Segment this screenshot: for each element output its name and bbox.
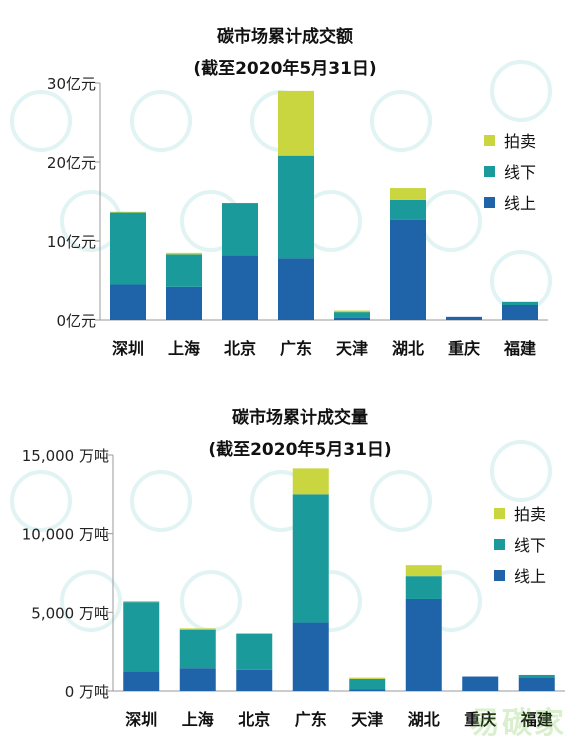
bar-segment-线下 <box>405 576 442 599</box>
bar-segment-线下 <box>349 678 386 690</box>
x-tick-label: 广东 <box>280 339 312 358</box>
y-tick-label: 0亿元 <box>56 312 96 330</box>
bar-segment-线上 <box>446 316 482 320</box>
bar-segment-拍卖 <box>123 601 160 603</box>
bar-segment-线下 <box>334 312 370 318</box>
bar-segment-线下 <box>502 301 538 305</box>
y-tick-label: 15,000 万吨 <box>22 447 109 465</box>
legend-label: 线上 <box>514 567 546 586</box>
bar-segment-线下 <box>518 674 555 678</box>
x-tick-label: 北京 <box>238 710 270 729</box>
chart-subtitle: (截至2020年5月31日) <box>208 439 391 460</box>
y-tick-label: 0 万吨 <box>65 683 109 701</box>
bar-segment-线上 <box>179 668 216 691</box>
bar-segment-线上 <box>334 317 370 320</box>
legend-label: 线上 <box>504 194 536 213</box>
watermark-logo: 易碳家 <box>470 706 566 741</box>
legend-swatch <box>484 135 495 146</box>
x-tick-label: 深圳 <box>125 710 157 729</box>
bar-segment-线下 <box>222 203 258 256</box>
bar-segment-线上 <box>236 669 273 691</box>
x-tick-label: 上海 <box>182 710 214 729</box>
y-tick-label: 10,000 万吨 <box>22 526 109 544</box>
x-tick-label: 天津 <box>351 710 383 729</box>
x-tick-label: 上海 <box>168 339 200 358</box>
chart-volume: 碳市场累计成交量 (截至2020年5月31日) 0 万吨 5,000 万吨 10,000… <box>0 385 572 750</box>
legend-label: 拍卖 <box>514 505 546 524</box>
bar-segment-线上 <box>349 689 386 691</box>
bar-segment-线上 <box>502 304 538 320</box>
bar-segment-线下 <box>236 633 273 670</box>
legend-label: 线下 <box>514 536 546 555</box>
bar-segment-拍卖 <box>292 468 329 495</box>
bar-segment-线上 <box>166 286 202 320</box>
legend-swatch <box>484 197 495 208</box>
bar-segment-线下 <box>123 602 160 672</box>
y-tick-label: 20亿元 <box>47 154 96 172</box>
chart-turnover: 碳市场累计成交额 (截至2020年5月31日) 0亿元 10亿元 20亿元 30亿元深圳 上… <box>0 0 572 375</box>
legend-swatch <box>494 570 505 581</box>
x-tick-label: 广东 <box>295 710 327 729</box>
bar-segment-线下 <box>110 212 146 285</box>
y-tick-label: 30亿元 <box>47 75 96 93</box>
bar-segment-拍卖 <box>349 677 386 679</box>
legend-label: 拍卖 <box>504 132 536 151</box>
x-tick-label: 北京 <box>224 339 256 358</box>
chart-volume-svg: 碳市场累计成交量 (截至2020年5月31日) 0 万吨 5,000 万吨 10,000… <box>22 407 565 729</box>
x-tick-label: 福建 <box>520 710 553 729</box>
x-tick-label: 天津 <box>336 339 368 358</box>
legend-swatch <box>494 539 505 550</box>
chart-title: 碳市场累计成交额 <box>217 26 353 47</box>
legend-swatch <box>484 166 495 177</box>
bar-segment-线下 <box>166 254 202 287</box>
bar-segment-线上 <box>292 622 329 691</box>
chart-title: 碳市场累计成交量 <box>232 407 368 428</box>
bar-segment-线上 <box>390 219 426 320</box>
bar-segment-拍卖 <box>179 628 216 630</box>
bar-segment-拍卖 <box>278 90 314 156</box>
bar-segment-线上 <box>405 598 442 691</box>
bar-segment-线下 <box>292 494 329 623</box>
bar-segment-线下 <box>390 199 426 220</box>
chart-subtitle: (截至2020年5月31日) <box>193 58 376 79</box>
x-tick-label: 重庆 <box>464 710 496 729</box>
bar-segment-线上 <box>518 677 555 691</box>
bar-segment-拍卖 <box>334 310 370 313</box>
bar-segment-线下 <box>179 629 216 669</box>
x-tick-label: 重庆 <box>448 339 480 358</box>
x-tick-label: 湖北 <box>408 710 440 729</box>
bar-segment-线下 <box>278 155 314 259</box>
bar-segment-拍卖 <box>110 211 146 213</box>
bar-segment-拍卖 <box>166 252 202 255</box>
legend-swatch <box>494 508 505 519</box>
bar-segment-线上 <box>278 258 314 320</box>
bar-segment-线上 <box>123 671 160 691</box>
bar-segment-线上 <box>222 255 258 320</box>
x-tick-label: 深圳 <box>112 339 144 358</box>
bar-segment-线上 <box>462 676 499 691</box>
bar-segment-拍卖 <box>405 565 442 577</box>
x-tick-label: 福建 <box>503 339 536 358</box>
legend-label: 线下 <box>504 163 536 182</box>
x-tick-label: 湖北 <box>392 339 424 358</box>
bar-segment-线上 <box>110 284 146 320</box>
y-tick-label: 5,000 万吨 <box>31 604 109 622</box>
bar-segment-拍卖 <box>390 188 426 200</box>
y-tick-label: 10亿元 <box>47 233 96 251</box>
